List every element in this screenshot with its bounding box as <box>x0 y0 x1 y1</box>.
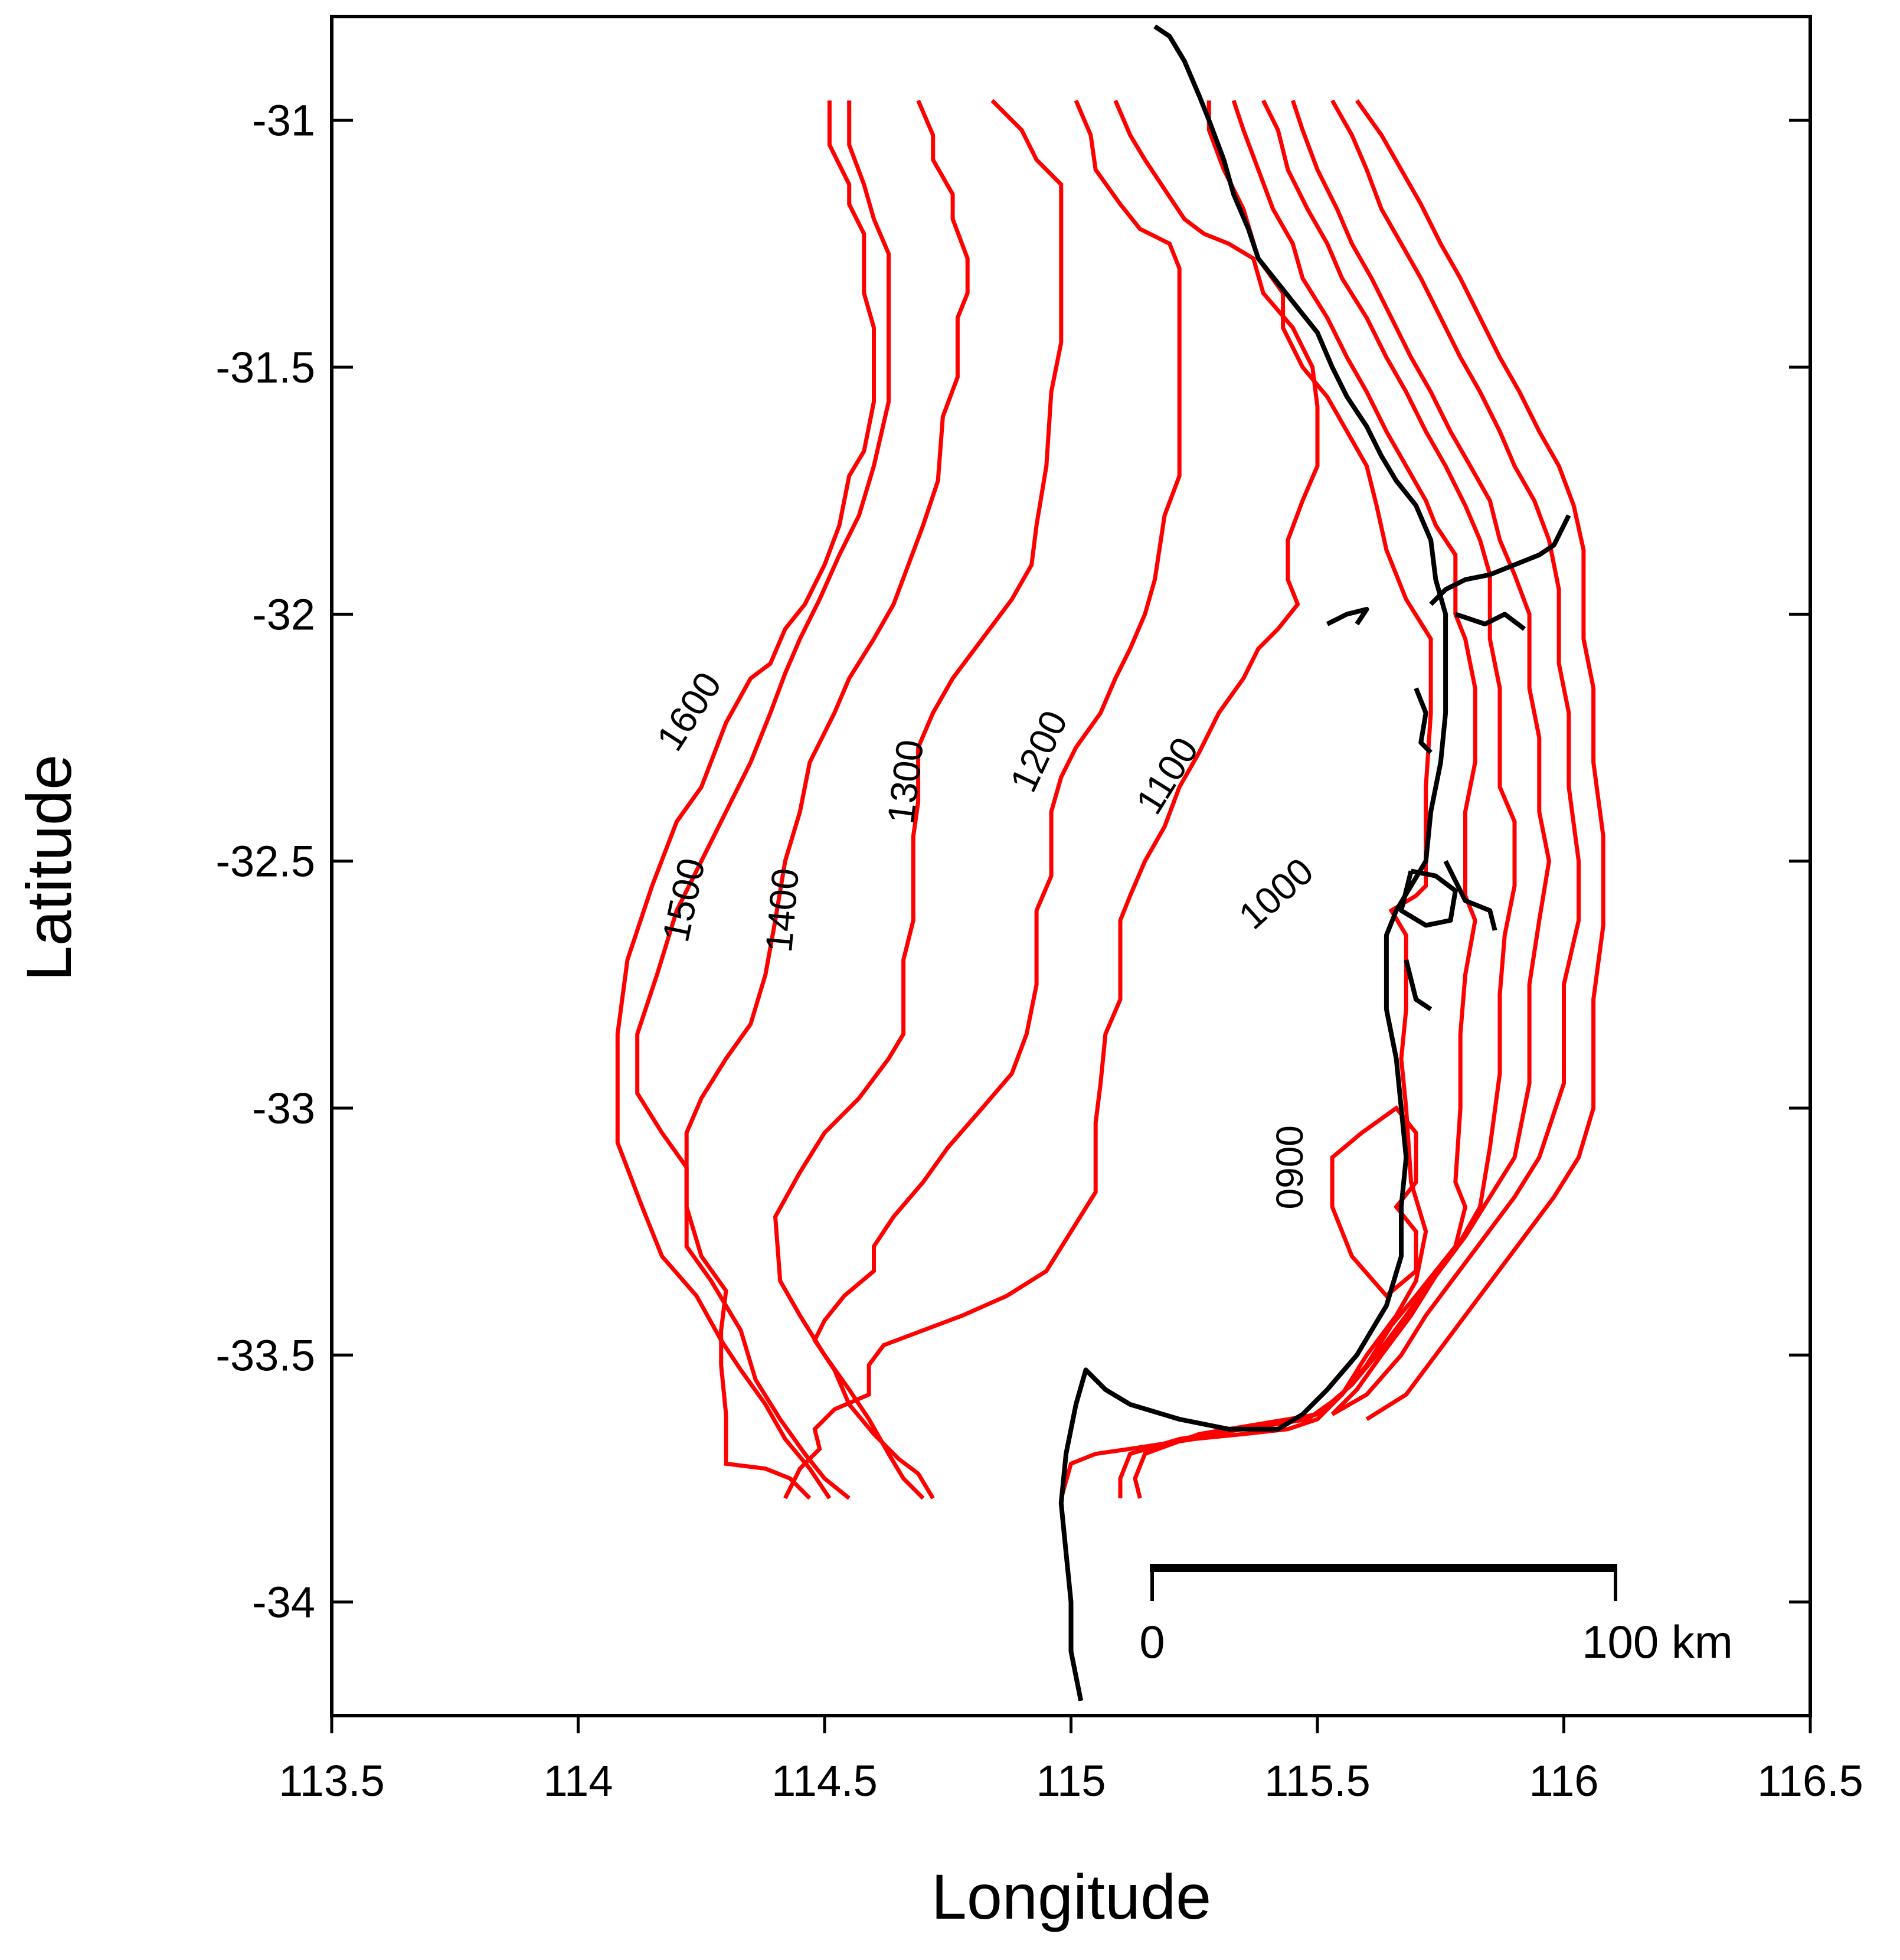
y-tick-label: -31.5 <box>215 343 315 392</box>
contour-label: 1400 <box>757 867 807 954</box>
contour-lines <box>615 99 1605 1500</box>
contour-1000 <box>1059 100 1433 1499</box>
contour-label: 1100 <box>1127 730 1206 821</box>
x-tick-label: 115.5 <box>1264 1756 1371 1805</box>
x-tick-label: 114 <box>544 1756 613 1805</box>
contour-0700 <box>1290 100 1551 1416</box>
contour-0900-closed <box>1330 1105 1418 1299</box>
contour-0500 <box>1355 99 1605 1421</box>
contour-label: 1200 <box>1002 704 1075 798</box>
y-tick-label: -32.5 <box>215 837 315 886</box>
inland-water-line <box>1454 612 1526 631</box>
x-tick-label: 113.5 <box>279 1756 385 1805</box>
inland-water-line <box>1326 607 1369 626</box>
inland-water-line <box>1399 868 1458 928</box>
scale-bar: 0 100 km <box>1139 1564 1733 1668</box>
contour-1100 <box>783 99 1320 1500</box>
inland-water-line <box>1404 959 1433 1011</box>
contour-label: 1300 <box>879 737 932 826</box>
contour-0600 <box>1330 99 1581 1416</box>
contour-1200 <box>812 99 1182 1500</box>
inland-water-line <box>1443 860 1497 931</box>
y-tick-label: -31 <box>252 96 315 145</box>
scale-bar-right-label: 100 km <box>1582 1616 1733 1668</box>
scale-bar-left-label: 0 <box>1139 1616 1165 1668</box>
contour-1400 <box>684 99 970 1500</box>
inland-water-line <box>1429 514 1571 606</box>
y-tick-label: -34 <box>252 1578 315 1627</box>
contour-0800 <box>1133 99 1517 1499</box>
x-tick-label: 115 <box>1036 1756 1106 1805</box>
contour-1500 <box>635 100 891 1500</box>
map-frame <box>330 15 1812 1717</box>
contour-label: 1500 <box>654 854 713 945</box>
x-tick-label: 116 <box>1529 1756 1599 1805</box>
contour-1600 <box>615 100 876 1500</box>
x-axis-title: Longitude <box>931 1861 1211 1932</box>
x-tick-label: 116.5 <box>1757 1756 1863 1805</box>
y-axis-title: Latitude <box>13 754 84 981</box>
y-tick-label: -33.5 <box>215 1331 315 1380</box>
inland-water-line <box>1414 687 1433 754</box>
y-tick-label: -32 <box>252 590 315 639</box>
axis-ticks: 113.5 114 114.5 115 115.5 116 116.5 -31 -31.5 -32… <box>215 96 1863 1805</box>
y-tick-label: -33 <box>252 1084 315 1133</box>
contour-label: 1000 <box>1231 850 1322 937</box>
coastline <box>1058 24 1571 1701</box>
x-tick-label: 114.5 <box>771 1756 878 1805</box>
contour-label: 0900 <box>1268 1125 1311 1209</box>
